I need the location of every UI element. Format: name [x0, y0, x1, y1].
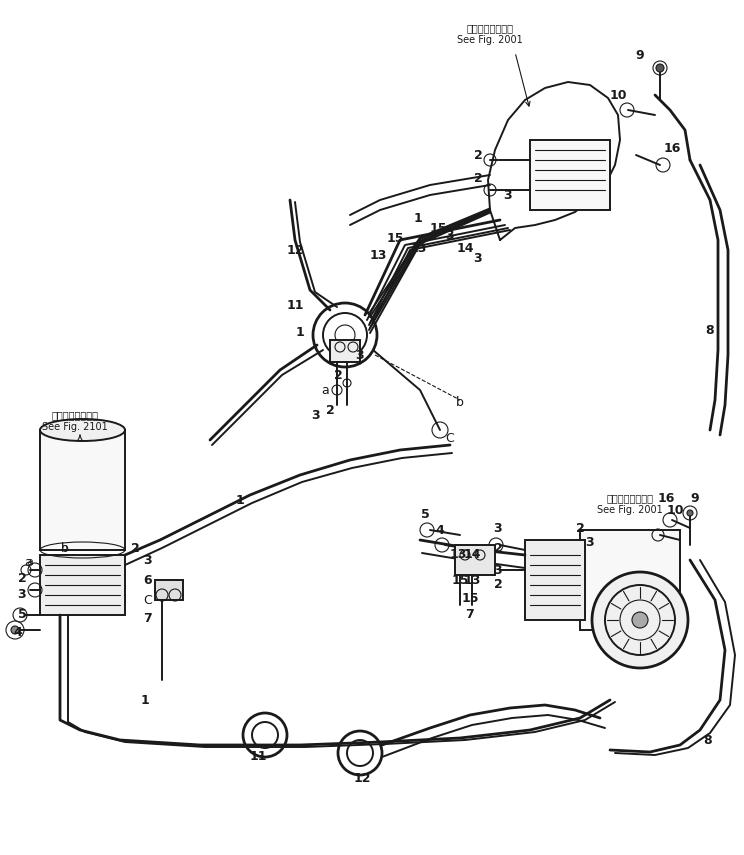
Text: 2: 2: [474, 149, 482, 162]
Text: 2: 2: [493, 541, 502, 555]
Text: 5: 5: [18, 609, 26, 622]
Text: 15: 15: [386, 232, 404, 245]
Text: 1: 1: [295, 326, 304, 339]
Text: See Fig. 2101: See Fig. 2101: [42, 422, 108, 432]
Text: a: a: [321, 384, 329, 397]
Text: 第２００１図参照: 第２００１図参照: [606, 493, 653, 503]
Text: 2: 2: [18, 571, 26, 585]
Text: 13: 13: [464, 574, 481, 587]
Text: 3: 3: [494, 563, 502, 576]
Bar: [525, 540, 585, 620]
Text: a: a: [27, 557, 33, 567]
Text: 2: 2: [326, 404, 334, 416]
Text: 10: 10: [609, 89, 626, 102]
Text: 11: 11: [249, 751, 267, 764]
Text: a: a: [24, 556, 32, 569]
Text: 3: 3: [144, 553, 153, 567]
Text: 3: 3: [446, 228, 455, 241]
Text: b: b: [61, 541, 69, 555]
Text: 8: 8: [706, 323, 714, 337]
Text: 9: 9: [635, 49, 644, 62]
Text: 15: 15: [461, 592, 478, 604]
Bar: [455, 545, 495, 575]
Text: 3: 3: [504, 188, 513, 202]
Text: 15: 15: [429, 221, 446, 234]
Bar: [580, 530, 680, 630]
Text: 4: 4: [436, 523, 444, 536]
Text: C: C: [446, 432, 455, 445]
Bar: [530, 140, 610, 210]
Bar: [40, 430, 125, 550]
Text: 13: 13: [369, 249, 387, 262]
Text: 2: 2: [474, 172, 482, 185]
Text: 14: 14: [456, 241, 474, 255]
Text: 10: 10: [666, 504, 684, 516]
Text: 1: 1: [236, 493, 244, 506]
Text: 11: 11: [286, 298, 304, 311]
Text: 16: 16: [664, 141, 681, 155]
Circle shape: [11, 626, 19, 634]
Text: 13: 13: [409, 241, 427, 255]
Text: 1: 1: [414, 211, 423, 225]
Text: 7: 7: [466, 609, 475, 622]
Text: b: b: [62, 543, 68, 553]
Text: 2: 2: [131, 541, 139, 555]
Text: 14: 14: [464, 549, 481, 562]
Text: 5: 5: [420, 509, 429, 522]
Circle shape: [632, 612, 648, 628]
Text: 12: 12: [353, 771, 371, 785]
Text: 3: 3: [474, 251, 482, 264]
Text: 6: 6: [144, 574, 153, 587]
Circle shape: [687, 510, 693, 516]
Text: See Fig. 2001: See Fig. 2001: [457, 35, 523, 45]
Text: 16: 16: [657, 492, 675, 504]
Text: b: b: [456, 396, 464, 409]
Ellipse shape: [40, 419, 125, 441]
Text: 3: 3: [311, 409, 319, 422]
Text: 9: 9: [690, 492, 699, 504]
Text: C: C: [144, 593, 153, 606]
Text: 2: 2: [576, 522, 584, 534]
Text: 15: 15: [452, 574, 469, 587]
Text: 4: 4: [13, 626, 22, 639]
Text: 第２００１図参照: 第２００１図参照: [466, 23, 513, 33]
Text: 3: 3: [18, 588, 26, 602]
Circle shape: [592, 572, 688, 668]
Text: See Fig. 2001: See Fig. 2001: [597, 505, 663, 515]
Text: 3: 3: [356, 349, 365, 362]
Text: 12: 12: [286, 244, 304, 256]
Text: 13: 13: [449, 549, 466, 562]
Text: 8: 8: [704, 734, 712, 746]
Text: 3: 3: [494, 522, 502, 534]
Bar: [155, 580, 183, 600]
Text: 3: 3: [586, 535, 594, 549]
Text: 2: 2: [333, 369, 342, 381]
Text: 7: 7: [144, 611, 153, 624]
Bar: [330, 340, 360, 362]
Text: 第２１０１図参照: 第２１０１図参照: [51, 410, 98, 420]
Text: 2: 2: [493, 579, 502, 592]
Bar: [40, 555, 125, 615]
Text: 1: 1: [141, 693, 150, 706]
Circle shape: [656, 64, 664, 72]
